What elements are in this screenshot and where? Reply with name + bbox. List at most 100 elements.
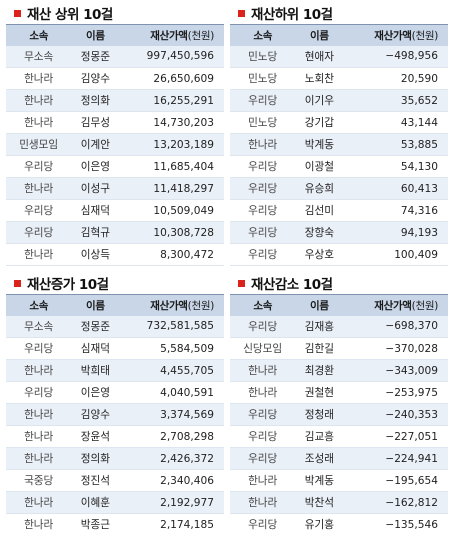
- value-cell: −253,975: [385, 386, 438, 399]
- party-cell: 우리당: [248, 249, 278, 261]
- value-cell: −343,009: [385, 364, 438, 377]
- table-row: 한나라 박종근 2,174,185: [6, 513, 224, 535]
- table-row: 우리당 심재덕 5,584,509: [6, 337, 224, 360]
- value-cell: 732,581,585: [146, 320, 214, 333]
- table-row: 우리당 심재덕 10,509,049: [6, 199, 224, 222]
- name-cell: 노회찬: [304, 73, 334, 85]
- value-cell: −135,546: [385, 518, 438, 531]
- name-cell: 정진석: [80, 475, 110, 487]
- table-body: 무소속 정몽준 997,450,596 한나라 김양수 26,650,609 한나라 정의화 1…: [6, 45, 224, 266]
- value-cell: 8,300,472: [160, 248, 214, 261]
- panel-title: 재산감소 10걸: [230, 272, 448, 294]
- party-cell: 한나라: [24, 453, 54, 465]
- name-cell: 김재홍: [304, 320, 334, 333]
- value-cell: 997,450,596: [146, 50, 214, 63]
- name-cell: 이광철: [304, 161, 334, 173]
- value-cell: 35,652: [400, 94, 438, 107]
- party-cell: 우리당: [248, 205, 278, 217]
- table-row: 우리당 조성래 −224,941: [230, 447, 448, 470]
- value-cell: 4,455,705: [160, 364, 214, 377]
- header-unit: (천원): [411, 299, 439, 312]
- name-cell: 박종근: [80, 519, 110, 531]
- party-cell: 한나라: [24, 431, 54, 443]
- value-cell: −498,956: [385, 50, 438, 63]
- table-row: 한나라 김양수 26,650,609: [6, 67, 224, 90]
- value-cell: 53,885: [400, 138, 438, 151]
- value-cell: 5,584,509: [160, 342, 214, 355]
- header-value: 재산가액(천원): [119, 295, 224, 316]
- name-cell: 장윤석: [80, 431, 110, 443]
- name-cell: 이혜훈: [80, 497, 110, 509]
- name-cell: 정의화: [80, 95, 110, 107]
- name-cell: 최경환: [304, 365, 334, 377]
- value-cell: −240,353: [385, 408, 438, 421]
- party-cell: 우리당: [248, 183, 278, 195]
- party-cell: 우리당: [248, 161, 278, 173]
- name-cell: 박희태: [80, 365, 110, 377]
- name-cell: 김교흥: [304, 431, 334, 443]
- header-unit: (천원): [411, 29, 439, 42]
- value-cell: 26,650,609: [153, 72, 214, 85]
- panel-asset-increase: 재산증가 10걸 소속 이름 재산가액(천원) 무소속 정몽준 732,581,58…: [6, 272, 224, 535]
- name-cell: 이기우: [304, 95, 334, 107]
- ranking-table: 소속 이름 재산가액(천원) 무소속 정몽준 997,450,596 한나라 김양수 26…: [6, 24, 224, 266]
- name-cell: 정몽준: [80, 50, 110, 63]
- square-bullet-icon: [14, 9, 21, 17]
- panel-title: 재산 상위 10걸: [6, 2, 224, 24]
- name-cell: 이계안: [80, 139, 110, 151]
- header-unit: (천원): [187, 299, 215, 312]
- header-name: 이름: [86, 29, 105, 42]
- header-name: 이름: [310, 299, 329, 312]
- panel-title-text: 재산감소 10걸: [251, 277, 333, 293]
- value-cell: −162,812: [385, 496, 438, 509]
- name-cell: 우상호: [304, 249, 334, 261]
- table-row: 무소속 정몽준 732,581,585: [6, 315, 224, 338]
- name-cell: 김선미: [304, 205, 334, 217]
- party-cell: 한나라: [248, 497, 278, 509]
- party-cell: 우리당: [24, 343, 54, 355]
- party-cell: 우리당: [248, 227, 278, 239]
- name-cell: 김무성: [80, 117, 110, 129]
- party-cell: 한나라: [24, 409, 54, 421]
- header-value-label: 재산가액: [374, 299, 412, 312]
- table-row: 우리당 이광철 54,130: [230, 155, 448, 178]
- party-cell: 우리당: [24, 227, 54, 239]
- value-cell: −370,028: [385, 342, 438, 355]
- ranking-table: 소속 이름 재산가액(천원) 무소속 정몽준 732,581,585 우리당 심재덕 5,…: [6, 294, 224, 535]
- party-cell: 민생모임: [19, 139, 59, 151]
- table-row: 국중당 정진석 2,340,406: [6, 469, 224, 492]
- party-cell: 한나라: [248, 475, 278, 487]
- name-cell: 현애자: [304, 50, 334, 63]
- name-cell: 이은영: [80, 387, 110, 399]
- party-cell: 한나라: [24, 249, 54, 261]
- table-row: 우리당 이은영 4,040,591: [6, 381, 224, 404]
- value-cell: 74,316: [400, 204, 438, 217]
- table-row: 우리당 유기홍 −135,546: [230, 513, 448, 535]
- header-value-label: 재산가액: [150, 29, 188, 42]
- table-row: 한나라 정의화 16,255,291: [6, 89, 224, 112]
- name-cell: 김양수: [80, 73, 110, 85]
- party-cell: 우리당: [24, 387, 54, 399]
- name-cell: 이상득: [80, 249, 110, 261]
- table-body: 우리당 김재홍 −698,370 신당모임 김한길 −370,028 한나라 최경환 −343,…: [230, 315, 448, 535]
- value-cell: 11,685,404: [153, 160, 214, 173]
- header-value-label: 재산가액: [150, 299, 188, 312]
- table-header-row: 소속 이름 재산가액(천원): [230, 294, 448, 316]
- table-row: 우리당 우상호 100,409: [230, 243, 448, 266]
- name-cell: 김양수: [80, 409, 110, 421]
- value-cell: 2,340,406: [160, 474, 214, 487]
- table-header-row: 소속 이름 재산가액(천원): [230, 24, 448, 46]
- header-value: 재산가액(천원): [119, 25, 224, 46]
- party-cell: 무소속: [24, 320, 54, 333]
- table-row: 우리당 김선미 74,316: [230, 199, 448, 222]
- table-row: 한나라 김양수 3,374,569: [6, 403, 224, 426]
- party-cell: 한나라: [24, 497, 54, 509]
- table-row: 우리당 이기우 35,652: [230, 89, 448, 112]
- party-cell: 우리당: [248, 453, 278, 465]
- header-name: 이름: [86, 299, 105, 312]
- table-row: 신당모임 김한길 −370,028: [230, 337, 448, 360]
- table-row: 한나라 이혜훈 2,192,977: [6, 491, 224, 514]
- panel-bottom-assets: 재산하위 10걸 소속 이름 재산가액(천원) 민노당 현애자 −498,956 민노…: [230, 2, 448, 266]
- party-cell: 한나라: [24, 95, 54, 107]
- name-cell: 김한길: [304, 343, 334, 355]
